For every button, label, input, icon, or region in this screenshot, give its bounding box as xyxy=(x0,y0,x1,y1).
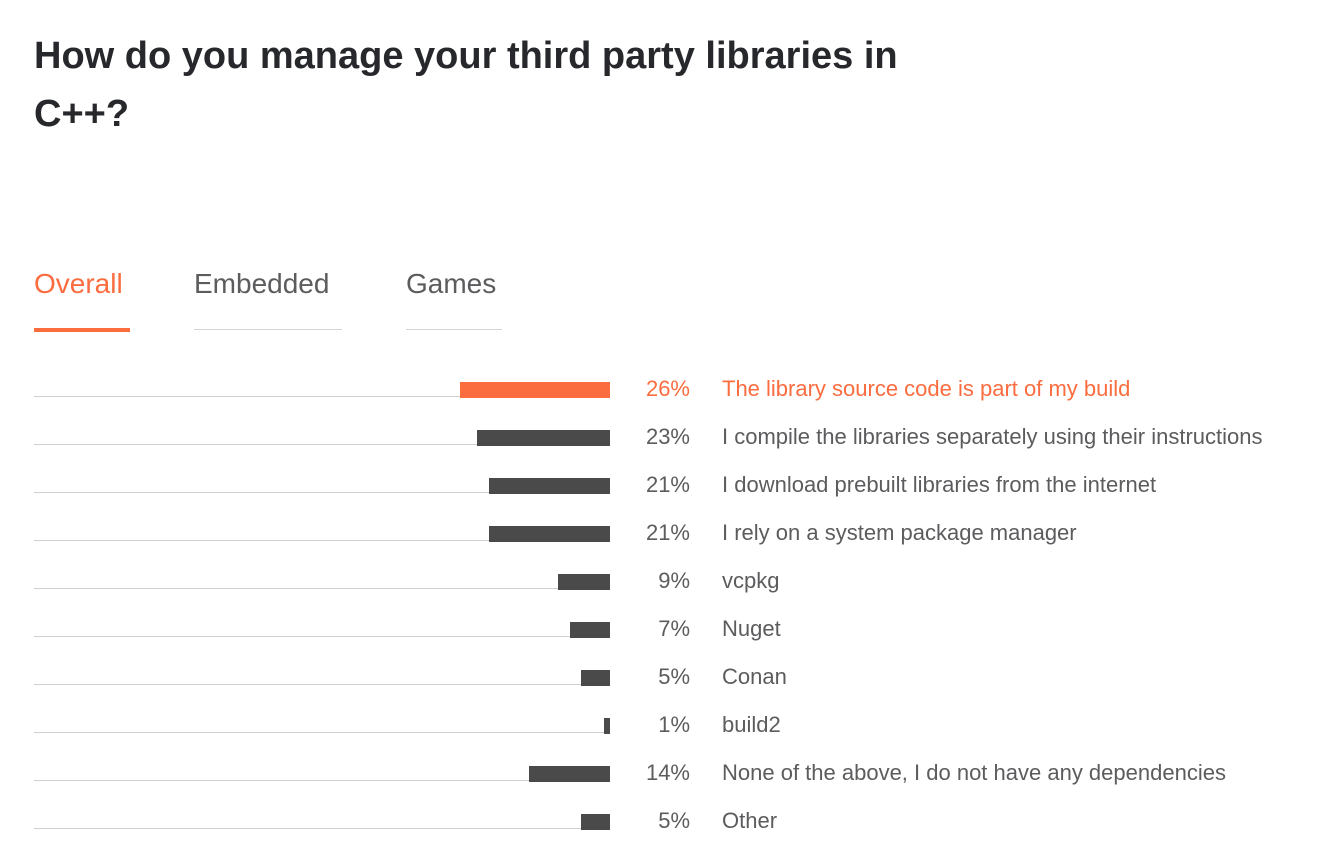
bar-baseline xyxy=(34,396,610,397)
bar-category-label: Other xyxy=(722,808,778,833)
tab-overall-label: Overall xyxy=(34,268,123,299)
bar xyxy=(558,574,610,590)
bar xyxy=(489,526,610,542)
tab-games[interactable]: Games xyxy=(406,262,502,330)
bar-baseline xyxy=(34,540,610,541)
bar-row: 23% I compile the libraries separately us… xyxy=(34,414,1314,462)
bar xyxy=(604,718,610,734)
bar-category-label: None of the above, I do not have any dep… xyxy=(722,760,1226,785)
bar-value-label: 21% xyxy=(645,472,690,497)
bar-baseline xyxy=(34,588,610,589)
bar-row: 7% Nuget xyxy=(34,606,1314,654)
bar-value-label: 23% xyxy=(645,424,690,449)
bar-row: 26% The library source code is part of my… xyxy=(34,366,1314,414)
tab-games-underline xyxy=(406,329,502,330)
bar-category-label: build2 xyxy=(722,712,781,737)
bar-row: 14% None of the above, I do not have any … xyxy=(34,750,1314,798)
bar xyxy=(477,430,610,446)
bar-value-label: 14% xyxy=(645,760,690,785)
bar-category-label: The library source code is part of my bu… xyxy=(722,376,1131,401)
bar-row: 1% build2 xyxy=(34,702,1314,750)
bar-row: 21% I download prebuilt libraries from th… xyxy=(34,462,1314,510)
bar-row: 21% I rely on a system package manager xyxy=(34,510,1314,558)
bar-value-label: 1% xyxy=(658,712,690,737)
tab-games-label: Games xyxy=(406,268,497,299)
bar xyxy=(581,670,610,686)
bar-value-label: 5% xyxy=(658,808,690,833)
bar xyxy=(581,814,610,830)
bar xyxy=(489,478,610,494)
bar xyxy=(529,766,610,782)
bar-row: 9% vcpkg xyxy=(34,558,1314,606)
bar-baseline xyxy=(34,732,610,733)
tab-overall-underline xyxy=(34,328,130,332)
bar-category-label: I rely on a system package manager xyxy=(722,520,1077,545)
tab-overall[interactable]: Overall xyxy=(34,262,130,332)
bar-baseline xyxy=(34,492,610,493)
bar-row: 5% Other xyxy=(34,798,1314,846)
bar-value-label: 9% xyxy=(658,568,690,593)
bar-row: 5% Conan xyxy=(34,654,1314,702)
bar-value-label: 5% xyxy=(658,664,690,689)
bar xyxy=(460,382,610,398)
bar-baseline xyxy=(34,444,610,445)
bar-value-label: 21% xyxy=(645,520,690,545)
bar-category-label: Conan xyxy=(722,664,787,689)
bar-value-label: 7% xyxy=(658,616,690,641)
bar xyxy=(570,622,610,638)
bar-category-label: I compile the libraries separately using… xyxy=(722,424,1263,449)
bar-category-label: vcpkg xyxy=(722,568,780,593)
bar-baseline xyxy=(34,684,610,685)
bar-value-label: 26% xyxy=(645,376,690,401)
tab-embedded-label: Embedded xyxy=(194,268,330,299)
bar-category-label: I download prebuilt libraries from the i… xyxy=(722,472,1157,497)
tab-embedded-underline xyxy=(194,329,342,330)
bar-baseline xyxy=(34,828,610,829)
bar-baseline xyxy=(34,780,610,781)
tab-embedded[interactable]: Embedded xyxy=(194,262,342,330)
bar-baseline xyxy=(34,636,610,637)
bar-category-label: Nuget xyxy=(722,616,781,641)
bar-chart: 26% The library source code is part of my… xyxy=(34,366,1314,846)
page-title: How do you manage your third party libra… xyxy=(34,35,898,135)
